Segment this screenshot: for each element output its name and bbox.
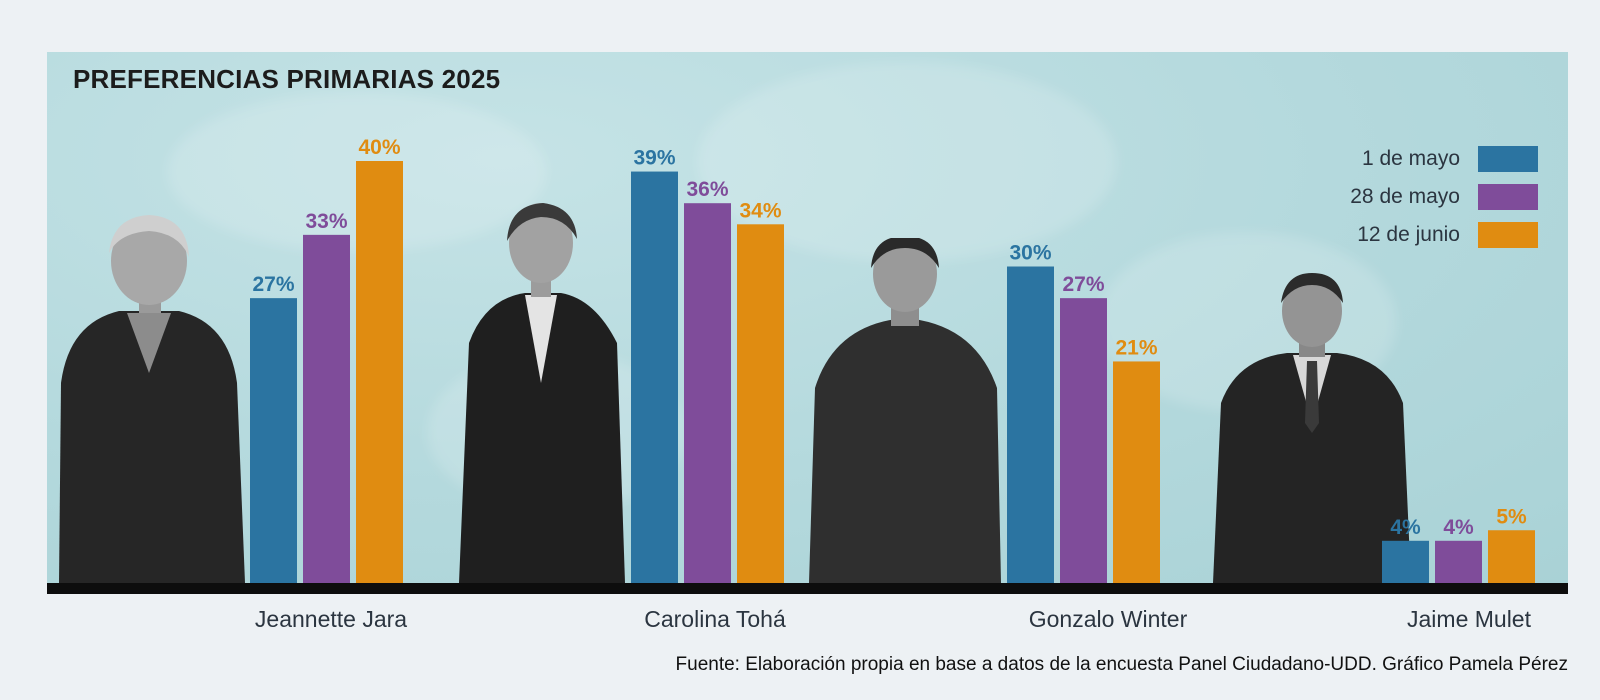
chart-title: PREFERENCIAS PRIMARIAS 2025 xyxy=(73,64,501,94)
bar xyxy=(1382,540,1429,583)
legend-label: 1 de mayo xyxy=(1361,147,1460,170)
bar xyxy=(1007,266,1054,583)
chart-panel: PREFERENCIAS PRIMARIAS 2025 27% 33% 40% 39%… xyxy=(47,52,1568,583)
bar xyxy=(1435,540,1482,583)
data-label: 33% xyxy=(305,210,347,233)
legend-swatch-orange xyxy=(1478,222,1538,248)
data-label: 39% xyxy=(633,147,675,170)
bar xyxy=(631,171,678,583)
legend-swatch-purple xyxy=(1478,184,1538,210)
carolina-toha-photo xyxy=(459,203,625,583)
bar xyxy=(684,203,731,583)
bar xyxy=(1113,361,1160,583)
data-label: 21% xyxy=(1115,336,1157,359)
legend-swatch-blue xyxy=(1478,146,1538,172)
jeannette-jara-photo xyxy=(59,215,245,583)
data-label: 4% xyxy=(1443,516,1474,539)
data-label: 4% xyxy=(1390,516,1421,539)
data-label: 30% xyxy=(1009,242,1051,265)
bar xyxy=(1488,530,1535,583)
data-label: 40% xyxy=(358,136,400,159)
bar xyxy=(1060,298,1107,583)
category-label-jaime-mulet: Jaime Mulet xyxy=(1407,606,1531,632)
chart-legend: 1 de mayo 28 de mayo 12 de junio xyxy=(1350,140,1538,254)
category-label-gonzalo-winter: Gonzalo Winter xyxy=(1028,606,1188,632)
legend-item-1-de-mayo: 1 de mayo xyxy=(1350,140,1538,178)
bar xyxy=(303,234,350,583)
legend-label: 28 de mayo xyxy=(1350,185,1460,208)
bar xyxy=(356,161,403,583)
jaime-mulet-photo xyxy=(1213,273,1411,583)
source-note: Fuente: Elaboración propia en base a dat… xyxy=(675,654,1568,675)
category-label-carolina-toha: Carolina Tohá xyxy=(644,606,786,632)
legend-item-28-de-mayo: 28 de mayo xyxy=(1350,178,1538,216)
chart-baseline xyxy=(47,583,1568,594)
data-label: 5% xyxy=(1496,505,1527,528)
bar xyxy=(737,224,784,583)
gonzalo-winter-photo xyxy=(809,238,1001,583)
data-label: 27% xyxy=(1062,273,1104,296)
bar-chart: 27% 33% 40% 39% 36% 34% 30% 27% 21% 4% 4% 5% xyxy=(250,136,1535,583)
data-label: 34% xyxy=(739,199,781,222)
data-label: 27% xyxy=(252,273,294,296)
legend-label: 12 de junio xyxy=(1357,223,1460,246)
legend-item-12-de-junio: 12 de junio xyxy=(1350,216,1538,254)
bar xyxy=(250,298,297,583)
data-label: 36% xyxy=(686,178,728,201)
category-label-jeannette-jara: Jeannette Jara xyxy=(254,606,408,632)
